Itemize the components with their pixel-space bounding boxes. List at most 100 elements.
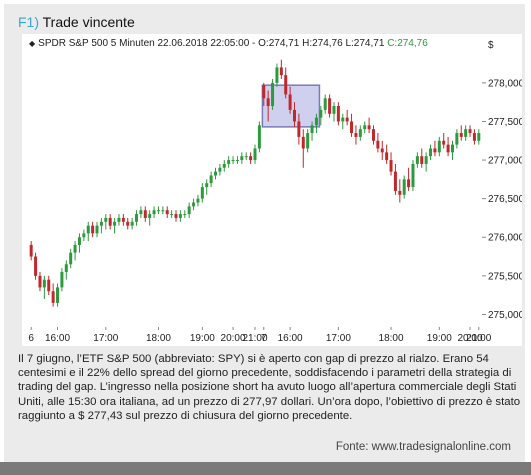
candle-up xyxy=(450,144,454,153)
x-tick-label: 17:00 xyxy=(93,333,118,344)
candle-down xyxy=(301,136,305,149)
candle-down xyxy=(385,152,389,161)
candle-up xyxy=(77,237,81,245)
candle-up xyxy=(240,156,244,161)
candle-down xyxy=(468,129,472,134)
candle-down xyxy=(328,98,332,114)
candle-up xyxy=(323,98,327,110)
candle-down xyxy=(389,160,393,172)
candle-up xyxy=(253,148,257,161)
instrument-name: SPDR S&P 500 5 Minuten xyxy=(38,38,155,49)
candle-down xyxy=(459,133,463,137)
candle-down xyxy=(398,190,402,195)
candle-down xyxy=(143,210,147,218)
x-tick-label: 19:00 xyxy=(190,333,215,344)
candle-down xyxy=(367,125,371,130)
candlestick-chart: 275,000 275,500 276,000 276,500 277,000 277,5… xyxy=(28,40,522,344)
candle-up xyxy=(161,210,165,212)
candle-up xyxy=(209,175,213,184)
candle-down xyxy=(284,75,288,95)
candle-up xyxy=(152,210,156,215)
candle-up xyxy=(227,160,231,164)
x-tick-label: 21:00 xyxy=(242,333,267,344)
candle-up xyxy=(139,210,143,215)
candle-up xyxy=(437,140,441,153)
candle-up xyxy=(411,163,415,188)
candle-up xyxy=(60,271,64,288)
candle-down xyxy=(297,121,301,137)
candle-down xyxy=(249,156,253,161)
candle-down xyxy=(407,179,411,188)
candle-up xyxy=(314,117,318,126)
candle-up xyxy=(104,217,108,222)
x-tick-label: 6 xyxy=(28,333,34,344)
header-low: L:274,71 xyxy=(345,38,385,49)
candle-up xyxy=(130,221,134,226)
y-tick-label: 277,000 xyxy=(488,156,522,167)
candle-down xyxy=(29,244,33,257)
source-credit: Fonte: www.tradesignalonline.com xyxy=(335,441,511,453)
candle-up xyxy=(271,82,275,107)
figure-caption: Il 7 giugno, l’ETF S&P 500 (abbreviato: … xyxy=(18,353,521,422)
candle-up xyxy=(205,183,209,188)
candle-up xyxy=(99,221,103,226)
candle-down xyxy=(420,156,424,164)
candle-up xyxy=(214,171,218,176)
bottom-bar xyxy=(0,462,531,475)
x-tick-label: 7 xyxy=(261,333,267,344)
candle-down xyxy=(34,256,38,276)
candle-up xyxy=(113,221,117,226)
candle-down xyxy=(433,148,437,153)
candle-up xyxy=(415,156,419,164)
candle-down xyxy=(442,140,446,145)
candle-up xyxy=(192,202,196,207)
y-tick-label: 277,500 xyxy=(488,117,522,128)
candle-down xyxy=(380,148,384,153)
candle-down xyxy=(262,85,266,99)
candle-up xyxy=(82,233,86,238)
candle-down xyxy=(38,275,42,288)
figure-title: F1) Trade vincente xyxy=(18,14,135,30)
x-tick-label: 19:00 xyxy=(427,333,452,344)
candle-up xyxy=(117,217,121,222)
candle-down xyxy=(174,214,178,218)
candle-up xyxy=(200,187,204,199)
candle-up xyxy=(73,244,77,253)
header-datetime: 22.06.2018 22:05:00 xyxy=(157,38,250,49)
y-tick-label: 275,500 xyxy=(488,271,522,282)
candle-down xyxy=(345,117,349,122)
candle-down xyxy=(472,133,476,141)
candle-down xyxy=(350,121,354,134)
candle-up xyxy=(231,160,235,162)
candle-up xyxy=(358,129,362,137)
candle-down xyxy=(354,133,358,137)
y-tick-label: 276,500 xyxy=(488,194,522,205)
x-tick-label: 18:00 xyxy=(379,333,404,344)
candle-down xyxy=(279,67,283,76)
figure-number: F1) xyxy=(18,14,39,30)
candle-down xyxy=(165,210,169,215)
figure-title-text: Trade vincente xyxy=(42,14,135,30)
candle-up xyxy=(178,214,182,218)
candle-down xyxy=(108,217,112,226)
candle-up xyxy=(148,214,152,218)
candle-down xyxy=(446,144,450,153)
chart-header: ◆ SPDR S&P 500 5 Minuten 22.06.2018 22:05… xyxy=(29,38,428,49)
x-tick-label: 20:00 xyxy=(458,333,483,344)
candle-down xyxy=(51,291,55,303)
candle-down xyxy=(266,98,270,107)
candle-up xyxy=(56,287,60,303)
candle-up xyxy=(332,106,336,114)
x-tick-label: 16:00 xyxy=(278,333,303,344)
candle-up xyxy=(196,198,200,203)
candle-up xyxy=(42,279,46,288)
candle-up xyxy=(477,133,481,141)
header-open: O:274,71 xyxy=(258,38,300,49)
x-tick-label: 17:00 xyxy=(326,333,351,344)
candle-up xyxy=(244,156,248,158)
candle-up xyxy=(95,225,99,234)
y-tick-label: 278,000 xyxy=(488,78,522,89)
candle-up xyxy=(156,210,160,212)
header-close: C:274,76 xyxy=(387,38,428,49)
chart-panel: 275,000 275,500 276,000 276,500 277,000 277,5… xyxy=(22,34,522,346)
